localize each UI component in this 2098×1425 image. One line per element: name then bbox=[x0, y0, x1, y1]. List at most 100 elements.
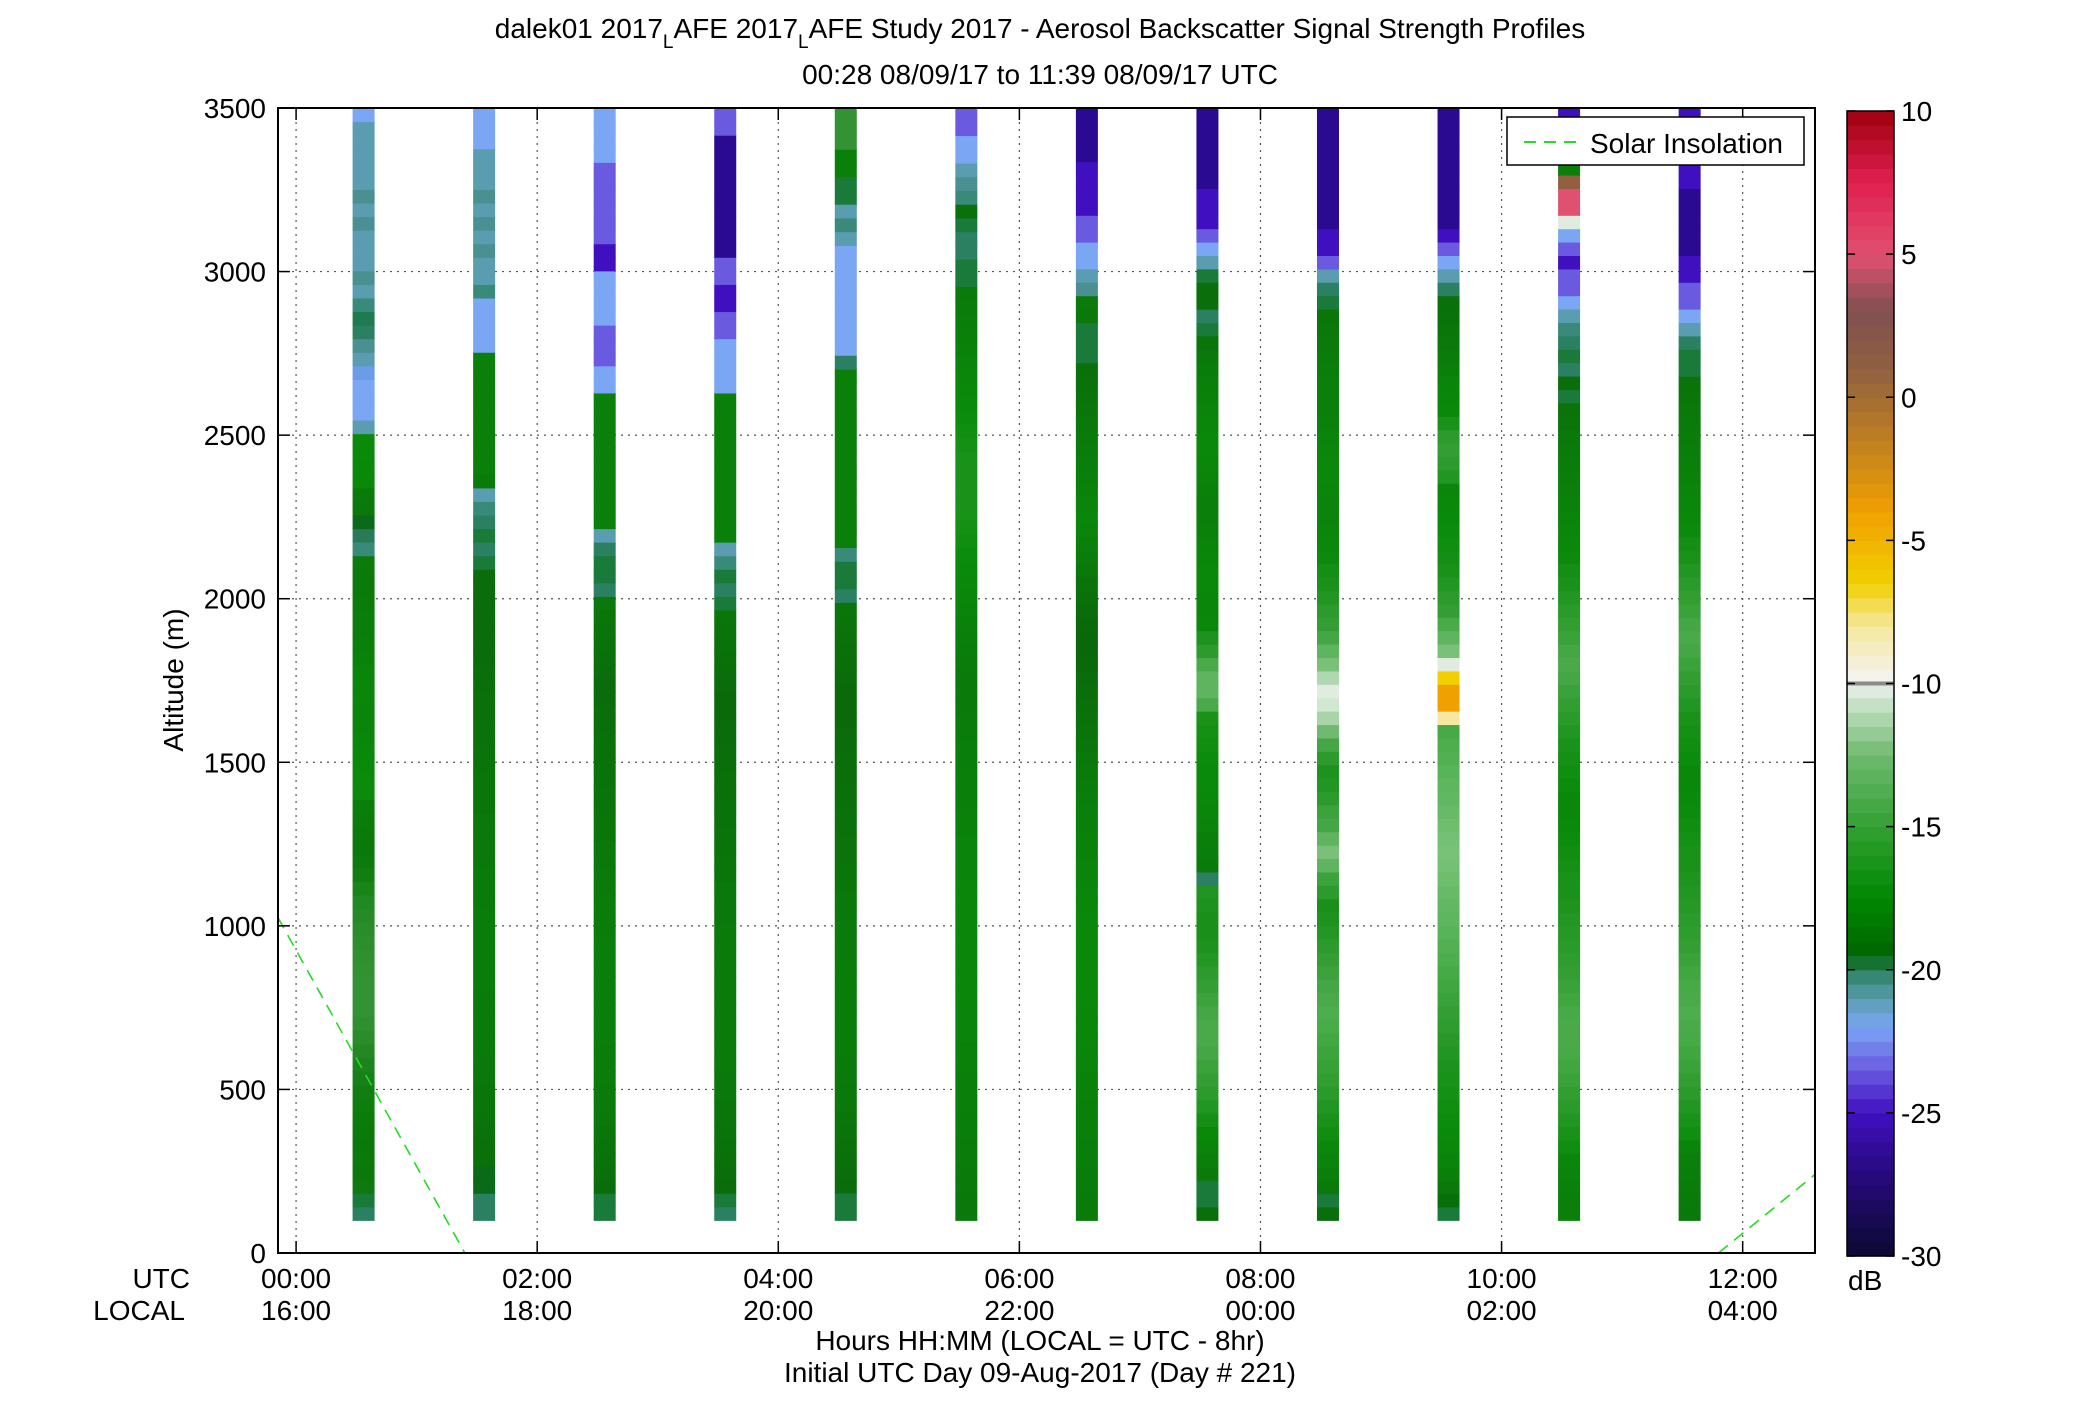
profile-cell bbox=[473, 976, 496, 991]
profile-cell bbox=[1437, 1046, 1460, 1061]
profile-cell bbox=[1316, 1072, 1339, 1087]
profile-cell bbox=[473, 854, 496, 869]
x-tick-label-utc: 00:00 bbox=[261, 1263, 331, 1294]
profile-cell bbox=[593, 1206, 616, 1221]
profile-cell bbox=[593, 1003, 616, 1018]
profile-cell bbox=[1558, 938, 1581, 953]
profile-cell bbox=[352, 1166, 375, 1181]
profile-cell bbox=[352, 623, 375, 638]
profile-cell bbox=[1316, 670, 1339, 685]
profile-cell bbox=[955, 1014, 978, 1029]
profile-cell bbox=[593, 786, 616, 801]
profile-cell bbox=[714, 419, 737, 435]
profile-cell bbox=[352, 1071, 375, 1086]
profile-cell bbox=[1075, 1166, 1098, 1181]
profile-cell bbox=[1437, 349, 1460, 364]
profile-cell bbox=[593, 677, 616, 692]
profile-cell bbox=[1075, 778, 1098, 793]
profile-cell bbox=[352, 799, 375, 814]
profile-cell bbox=[1678, 577, 1701, 592]
profile-cell bbox=[473, 813, 496, 828]
profile-cell bbox=[1678, 1059, 1701, 1074]
profile-cell bbox=[473, 759, 496, 774]
profile-cell bbox=[955, 1206, 978, 1221]
colorbar-segment bbox=[1847, 182, 1894, 198]
profile-cell bbox=[1316, 389, 1339, 404]
profile-cell bbox=[1196, 912, 1219, 927]
profile-cell bbox=[1316, 523, 1339, 538]
profile-cell bbox=[1075, 724, 1098, 739]
profile-cell bbox=[593, 759, 616, 774]
profile-cell bbox=[352, 392, 375, 408]
colorbar-tick-label: -5 bbox=[1901, 525, 1926, 556]
profile-cell bbox=[473, 1206, 496, 1221]
profile-cell bbox=[714, 691, 737, 706]
colorbar-segment bbox=[1847, 1213, 1894, 1228]
colorbar-segment bbox=[1847, 1227, 1894, 1243]
profile-cell bbox=[593, 569, 616, 584]
profile-cell bbox=[714, 474, 737, 489]
profile-cell bbox=[593, 433, 616, 448]
profile-cell bbox=[1196, 416, 1219, 431]
profile-cell bbox=[352, 216, 375, 231]
profile-cell bbox=[1075, 670, 1098, 685]
profile-cell bbox=[834, 822, 857, 837]
profile-cell bbox=[1558, 402, 1581, 417]
plot-area bbox=[278, 108, 1815, 1253]
profile-cell bbox=[593, 148, 616, 163]
profile-cell bbox=[1678, 188, 1701, 203]
profile-cell bbox=[1075, 1072, 1098, 1087]
profile-cell bbox=[1558, 617, 1581, 632]
profile-cell bbox=[1558, 644, 1581, 659]
profile-cell bbox=[473, 1003, 496, 1018]
profile-cell bbox=[1075, 644, 1098, 659]
profile-cell bbox=[1196, 764, 1219, 779]
profile-cell bbox=[593, 826, 616, 842]
profile-cell bbox=[1678, 510, 1701, 525]
profile-cell bbox=[352, 921, 375, 937]
profile-cell bbox=[1678, 563, 1701, 578]
profile-cell bbox=[352, 731, 375, 747]
profile-cell bbox=[834, 753, 857, 768]
profile-cell bbox=[1316, 201, 1339, 216]
profile-cell bbox=[1196, 791, 1219, 806]
profile-cell bbox=[1437, 737, 1460, 752]
profile-cell bbox=[473, 379, 496, 394]
profile-cell bbox=[1437, 188, 1460, 203]
profile-cell bbox=[1316, 684, 1339, 699]
profile-cell bbox=[1075, 858, 1098, 873]
profile-cell bbox=[1075, 1005, 1098, 1020]
profile-cell bbox=[714, 1152, 737, 1167]
profile-cell bbox=[1558, 335, 1581, 350]
profile-cell bbox=[1196, 523, 1219, 538]
profile-cell bbox=[593, 908, 616, 923]
profile-cell bbox=[352, 826, 375, 842]
profile-cell bbox=[714, 908, 737, 923]
profile-cell bbox=[1678, 228, 1701, 243]
profile-cell bbox=[473, 487, 496, 502]
profile-cell bbox=[955, 931, 978, 947]
profile-cell bbox=[1558, 389, 1581, 404]
profile-cell bbox=[1558, 175, 1581, 190]
profile-cell bbox=[714, 1084, 737, 1099]
profile-cell bbox=[473, 108, 496, 123]
profile-cell bbox=[1316, 898, 1339, 913]
profile-cell bbox=[1558, 1019, 1581, 1034]
profile-cell bbox=[1196, 644, 1219, 659]
profile-cell bbox=[714, 487, 737, 502]
profile-cell bbox=[1437, 751, 1460, 766]
profile-cell bbox=[473, 189, 496, 204]
profile-cell bbox=[714, 365, 737, 380]
profile-cell bbox=[834, 1096, 857, 1112]
colorbar-segment bbox=[1847, 654, 1894, 670]
profile-cell bbox=[1316, 1059, 1339, 1074]
profile-cell bbox=[1316, 1046, 1339, 1061]
profile-cell bbox=[1075, 443, 1098, 458]
profile-cell bbox=[1558, 469, 1581, 484]
profile-cell bbox=[714, 406, 737, 421]
profile-cell bbox=[955, 149, 978, 164]
profile-cell bbox=[1196, 188, 1219, 203]
profile-cell bbox=[593, 528, 616, 543]
profile-cell bbox=[593, 1193, 616, 1208]
